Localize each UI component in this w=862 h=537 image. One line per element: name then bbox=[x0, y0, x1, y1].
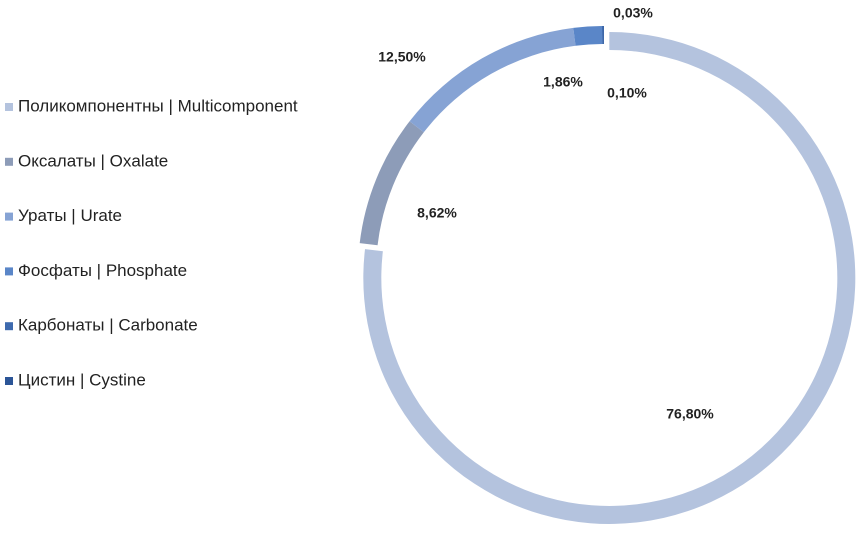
legend-swatch bbox=[5, 103, 13, 111]
legend-swatch bbox=[5, 377, 13, 385]
legend-swatch bbox=[5, 322, 13, 330]
segment bbox=[573, 26, 602, 46]
legend-label: Карбонаты | Carbonate bbox=[18, 316, 198, 335]
legend-swatch bbox=[5, 267, 13, 275]
legend-label: Фосфаты | Phosphate bbox=[18, 261, 187, 280]
data-label: 76,80% bbox=[666, 406, 714, 422]
segment bbox=[360, 121, 424, 245]
legend-label: Поликомпонентны | Multicomponent bbox=[18, 96, 298, 115]
data-label: 1,86% bbox=[543, 74, 583, 90]
legend-label: Ураты | Urate bbox=[18, 206, 122, 225]
data-label: 0,10% bbox=[607, 85, 647, 101]
legend-label: Оксалаты | Oxalate bbox=[18, 151, 168, 170]
legend-swatch bbox=[5, 213, 13, 221]
legend-swatch bbox=[5, 158, 13, 166]
data-label: 8,62% bbox=[417, 205, 457, 221]
data-label: 12,50% bbox=[378, 49, 426, 65]
data-label: 0,03% bbox=[613, 5, 653, 21]
legend-label: Цистин | Cystine bbox=[18, 370, 146, 389]
segment bbox=[602, 26, 604, 44]
